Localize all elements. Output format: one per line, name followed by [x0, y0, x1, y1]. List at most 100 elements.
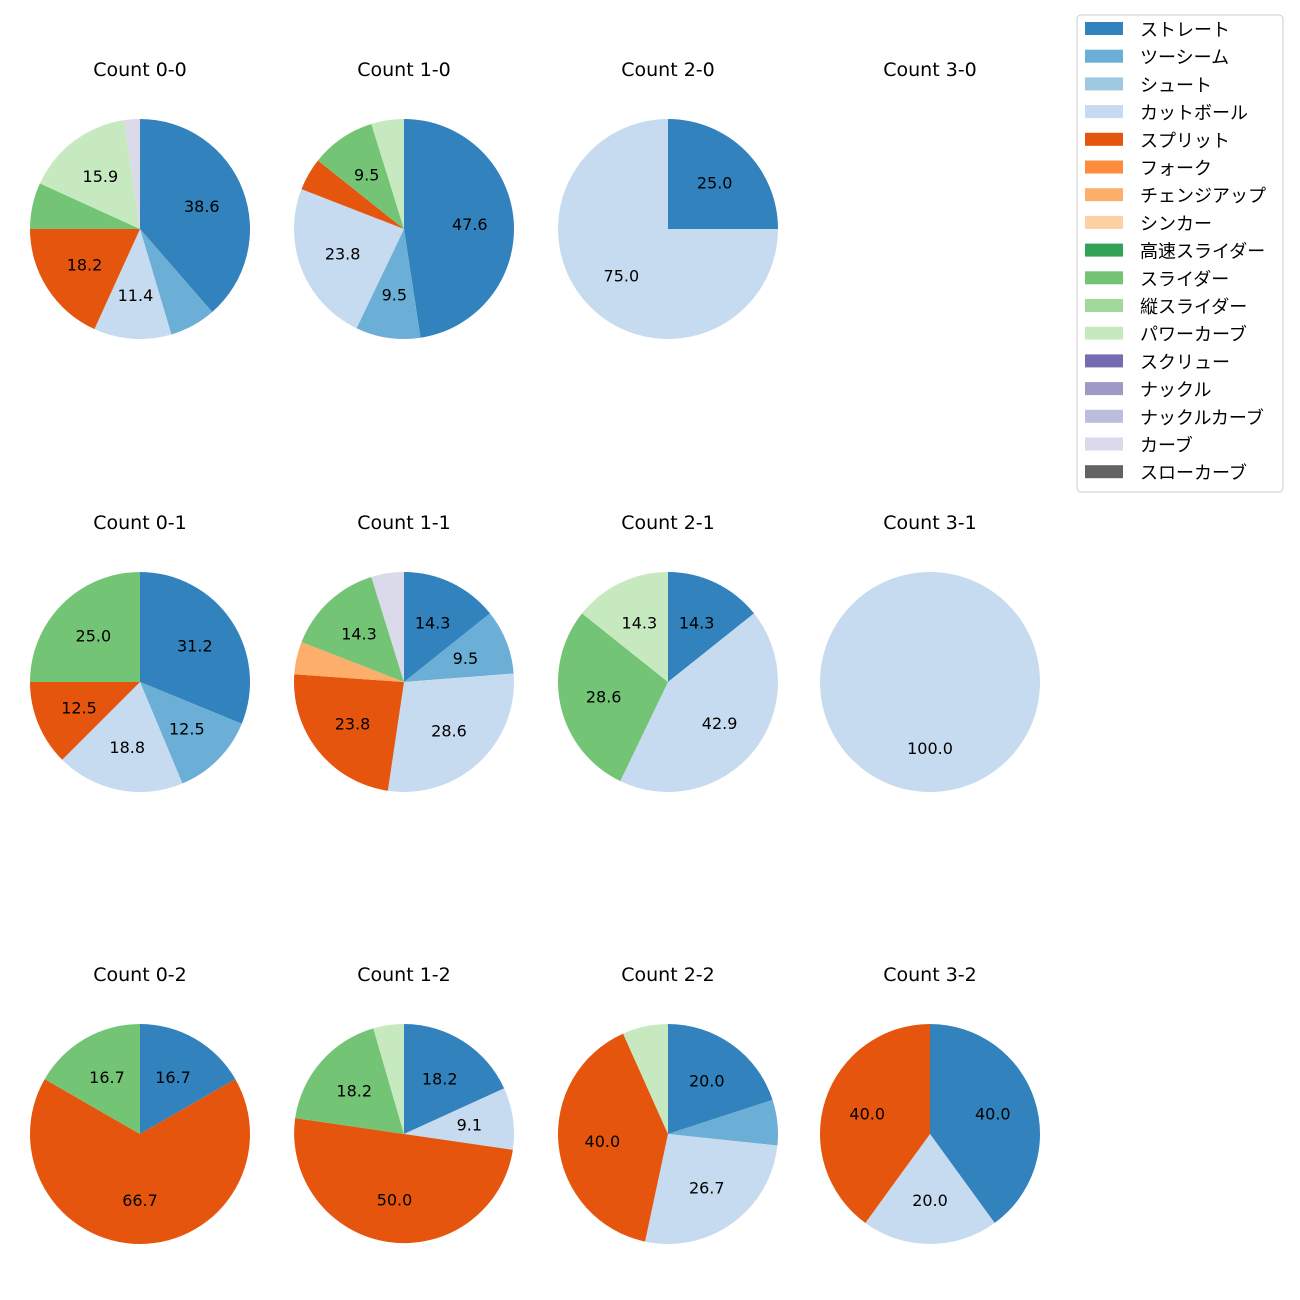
pie-slice-label: 40.0	[585, 1132, 621, 1151]
legend-frame	[1076, 14, 1284, 493]
pie-panel: Count 2-0 25.0 75.0	[558, 59, 778, 339]
pie-slice	[387, 673, 514, 793]
pie-slice	[140, 572, 251, 724]
legend-swatch	[1085, 465, 1123, 479]
pie-slice	[558, 613, 668, 782]
pie-slice	[582, 572, 668, 682]
pie-slice	[301, 576, 404, 682]
pie-slice-label: 18.2	[336, 1082, 372, 1101]
legend-label: スプリット	[1140, 131, 1230, 152]
legend-label: スライダー	[1140, 269, 1229, 290]
pie-slice-label: 47.6	[452, 215, 488, 234]
legend-label: 高速スライダー	[1140, 242, 1265, 263]
pie-slice	[94, 229, 172, 340]
pie-title: Count 3-0	[883, 59, 977, 81]
pie-slice-label: 14.3	[415, 614, 451, 633]
pie-slice	[124, 119, 140, 229]
legend-label: スクリュー	[1140, 352, 1230, 373]
pie-slice-label: 23.8	[325, 244, 361, 263]
legend-label: ストレート	[1140, 20, 1230, 41]
pie-slice-label: 9.5	[354, 166, 379, 185]
pie-slice-label: 12.5	[61, 698, 97, 717]
pie-slice	[404, 572, 490, 682]
legend-label: ツーシーム	[1140, 48, 1229, 69]
pie-slice	[820, 572, 1040, 792]
pie-slice-label: 16.7	[155, 1068, 191, 1087]
pie-slice	[404, 119, 514, 338]
pie-slice-label: 15.9	[83, 167, 119, 186]
legend-label: シンカー	[1140, 214, 1212, 235]
pie-title: Count 2-1	[621, 512, 715, 534]
pie-slice	[865, 1134, 995, 1245]
pie-slice-label: 66.7	[122, 1191, 158, 1210]
pie-slice-label: 16.7	[89, 1068, 125, 1087]
legend-label: ナックルカーブ	[1140, 407, 1264, 429]
legend: ストレートツーシームシュートカットボールスプリットフォークチェンジアップシンカー…	[1076, 14, 1284, 493]
pie-panel: Count 3-1 100.0	[820, 512, 1040, 792]
pie-slice	[30, 229, 140, 330]
pie-slice	[668, 1099, 778, 1146]
pie-slice	[293, 189, 404, 329]
pie-panel: Count 0-1 31.2 12.5 18.8 12.5 25.0	[30, 512, 251, 792]
pie-slice-label: 25.0	[76, 626, 112, 645]
pie-slice	[44, 1024, 140, 1134]
pie-slice	[668, 1024, 773, 1134]
pie-slice	[819, 1024, 930, 1223]
pie-slice-label: 23.8	[335, 714, 371, 733]
pie-slice-label: 14.3	[622, 614, 658, 633]
legend-label: チェンジアップ	[1140, 186, 1266, 207]
pie-slice	[645, 1134, 778, 1245]
pie-slice-label: 14.3	[341, 625, 377, 644]
legend-swatch	[1085, 299, 1123, 312]
pie-slice-label: 28.6	[431, 721, 467, 740]
pie-slice	[294, 1118, 513, 1244]
pie-slice	[293, 674, 404, 791]
pie-panel: Count 3-2 40.0 20.0 40.0	[819, 964, 1041, 1245]
pie-slice-label: 18.2	[67, 256, 103, 275]
pie-slice	[140, 682, 242, 784]
pie-slice	[140, 119, 250, 312]
pie-slice	[62, 682, 183, 792]
pie-slice-label: 28.6	[586, 688, 622, 707]
legend-swatch	[1085, 49, 1123, 63]
pie-title: Count 3-2	[883, 964, 977, 986]
pie-slice-label: 75.0	[604, 267, 640, 286]
legend-swatch	[1085, 409, 1123, 423]
legend-swatch	[1085, 326, 1123, 340]
pie-slice-label: 20.0	[912, 1191, 948, 1210]
legend-swatch	[1085, 160, 1123, 174]
pie-slice	[620, 613, 778, 793]
pie-panel: Count 1-2 18.2 9.1 50.0 18.2	[294, 964, 514, 1244]
pie-panel: Count 0-0 38.6 11.4 18.2 15.9	[30, 59, 250, 340]
pie-slice	[30, 183, 140, 229]
pie-slice	[668, 572, 754, 682]
legend-swatch	[1085, 271, 1123, 285]
pie-panel: Count 2-2 20.0 26.7 40.0	[558, 964, 778, 1245]
legend-label: ナックル	[1140, 380, 1211, 401]
pie-slice-label: 40.0	[849, 1105, 885, 1124]
legend-label: フォーク	[1140, 159, 1212, 180]
pie-panel: Count 1-114.39.528.623.814.3	[293, 512, 514, 793]
pie-slice-label: 20.0	[689, 1072, 725, 1091]
pie-slice-label: 18.2	[422, 1070, 458, 1089]
pie-slice-label: 31.2	[177, 636, 213, 655]
legend-swatch	[1085, 77, 1123, 91]
pie-slice-label: 25.0	[697, 173, 733, 192]
legend-label: スローカーブ	[1140, 462, 1247, 484]
pie-slice	[295, 1028, 404, 1134]
pie-slice-label: 100.0	[907, 739, 953, 758]
pie-slice-label: 26.7	[689, 1178, 725, 1197]
pie-slice	[30, 682, 140, 760]
legend-label: 縦スライダー	[1140, 297, 1247, 318]
pie-slice	[30, 1079, 250, 1245]
legend-swatch	[1085, 215, 1123, 229]
legend-swatch	[1085, 105, 1123, 119]
pie-slice	[294, 642, 404, 682]
pie-slice	[30, 572, 140, 682]
pie-slice-label: 9.1	[457, 1116, 482, 1135]
pie-slice	[558, 119, 778, 339]
pie-slice	[371, 572, 404, 682]
legend-swatch	[1085, 132, 1123, 146]
legend-swatch	[1085, 188, 1123, 202]
